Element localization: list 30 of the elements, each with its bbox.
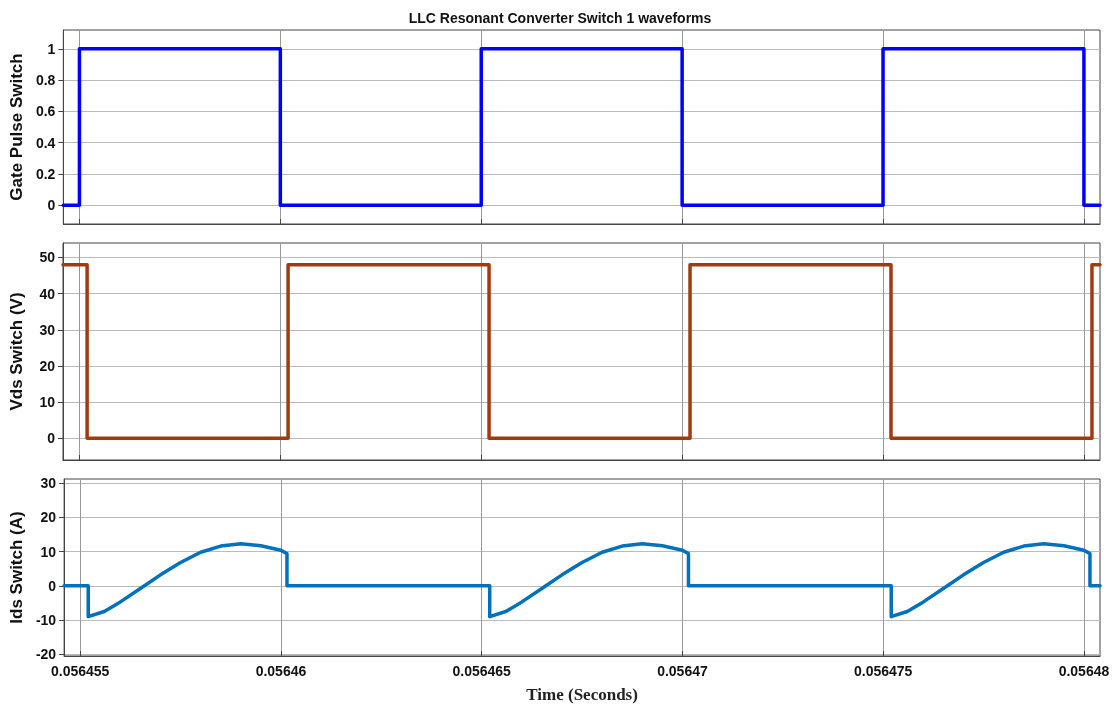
y-tick-label: 30 (40, 475, 57, 492)
y-axis-title: Vds Switch (V) (7, 292, 26, 411)
y-tick-label: 20 (39, 357, 56, 374)
y-tick-label: 10 (39, 394, 56, 411)
y-tick-label: 50 (39, 249, 56, 266)
y-tick-label: 30 (39, 321, 56, 338)
x-tick-label: 0.056465 (452, 663, 512, 679)
x-tick-label: 0.056455 (50, 663, 110, 679)
y-tick-label: 0.8 (35, 72, 56, 89)
y-tick-label: 1 (47, 40, 56, 57)
y-axis-title: Gate Pulse Switch (7, 53, 26, 201)
y-tick-label: 0 (47, 430, 56, 447)
y-axis-title: Ids Switch (A) (7, 511, 26, 624)
x-axis-title: Time (Seconds) (526, 685, 638, 704)
x-tick-label: 0.05646 (255, 663, 307, 679)
y-tick-label: 0.2 (35, 165, 56, 182)
y-tick-label: -10 (35, 612, 57, 629)
line-series (62, 541, 1102, 619)
y-tick-label: -20 (35, 646, 57, 663)
y-tick-label: 0.6 (35, 103, 56, 120)
y-tick-label: 0 (47, 197, 56, 214)
x-tick-label: 0.056475 (853, 663, 913, 679)
chart-title: LLC Resonant Converter Switch 1 waveforms (408, 10, 712, 26)
y-tick-label: 20 (40, 509, 57, 526)
y-tick-label: 0 (48, 577, 57, 594)
y-tick-label: 10 (40, 543, 57, 560)
y-tick-label: 0.4 (35, 134, 56, 151)
x-tick-label: 0.05647 (657, 663, 708, 679)
y-tick-label: 40 (39, 285, 56, 302)
x-tick-label: 0.05648 (1058, 663, 1110, 679)
